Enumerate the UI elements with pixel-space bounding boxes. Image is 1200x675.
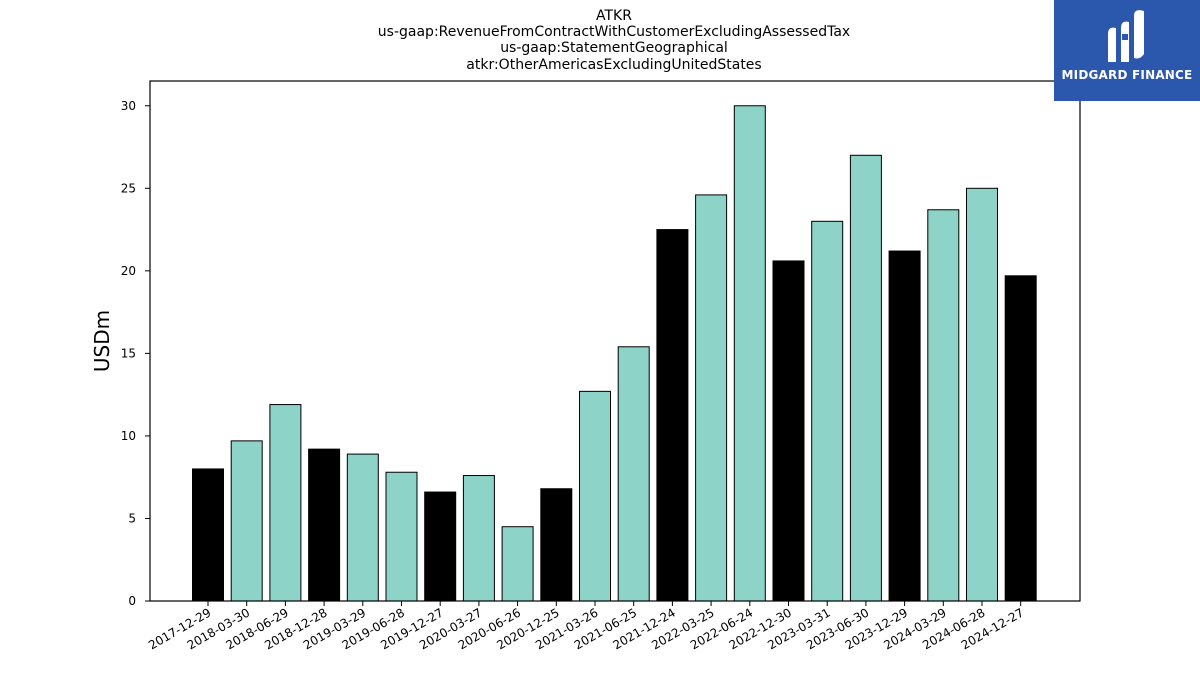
bar-2023-12-29 xyxy=(888,250,921,602)
bar-2022-03-25 xyxy=(695,194,728,602)
bar-2019-12-27 xyxy=(424,491,457,602)
bar-2020-03-27 xyxy=(462,475,495,602)
bar-2023-03-31 xyxy=(811,220,844,602)
bar-2018-03-30 xyxy=(230,440,263,602)
y-tick-label: 0 xyxy=(128,594,136,608)
title-line-2: us-gaap:RevenueFromContractWithCustomerE… xyxy=(378,24,850,40)
bar-2024-06-28 xyxy=(966,187,998,602)
chart-title: ATKR us-gaap:RevenueFromContractWithCust… xyxy=(378,8,850,73)
title-line-1: ATKR xyxy=(596,8,632,24)
bar-2021-12-24 xyxy=(656,229,689,602)
bar-2021-03-26 xyxy=(579,390,611,602)
bar-2019-03-29 xyxy=(346,453,379,602)
bar-2024-03-29 xyxy=(927,209,960,602)
x-axis-ticks: 2017-12-292018-03-302018-06-292018-12-28… xyxy=(146,601,1026,652)
bar-2018-06-29 xyxy=(269,404,302,602)
y-tick-label: 15 xyxy=(121,346,136,360)
plot-frame xyxy=(149,80,1081,602)
midgard-finance-logo: MIDGARD FINANCE xyxy=(1054,0,1200,101)
bar-2023-06-30 xyxy=(849,154,882,602)
title-line-4: atkr:OtherAmericasExcludingUnitedStates xyxy=(466,57,761,73)
y-axis-label: USDm xyxy=(90,310,114,372)
bar-2024-12-27 xyxy=(1004,275,1037,602)
logo-text: MIDGARD FINANCE xyxy=(1061,68,1193,82)
y-tick-label: 30 xyxy=(121,99,136,113)
bar-2022-06-24 xyxy=(733,105,766,602)
title-line-3: us-gaap:StatementGeographical xyxy=(500,40,728,56)
y-tick-label: 5 xyxy=(128,511,136,525)
bar-2020-06-26 xyxy=(501,526,534,602)
bar-2017-12-29 xyxy=(192,468,224,602)
bar-2021-06-25 xyxy=(617,346,650,602)
y-axis-ticks: 0 5 10 15 20 25 30 xyxy=(121,99,150,608)
y-tick-label: 10 xyxy=(121,429,136,443)
midgard-logo-icon xyxy=(1108,10,1144,63)
bar-2018-12-28 xyxy=(308,448,341,602)
y-tick-label: 20 xyxy=(121,264,136,278)
y-tick-label: 25 xyxy=(121,181,136,195)
bars-layer xyxy=(192,105,1037,602)
bar-2019-06-28 xyxy=(385,471,418,602)
bar-2022-12-30 xyxy=(772,260,805,602)
bar-2020-12-25 xyxy=(540,488,573,602)
